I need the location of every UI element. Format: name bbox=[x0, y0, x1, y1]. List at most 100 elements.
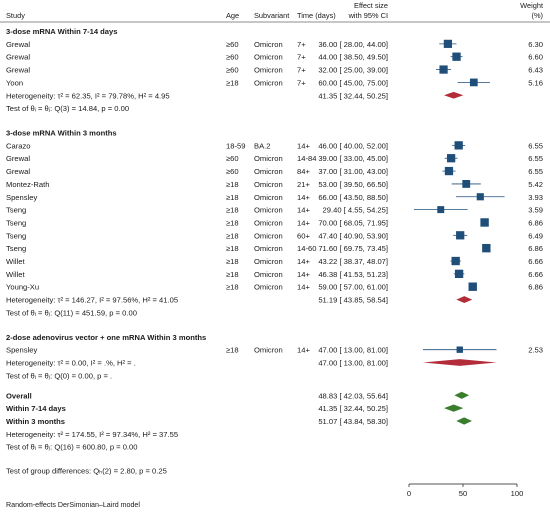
study-weight: 6.86 bbox=[528, 283, 543, 292]
study-name: Willet bbox=[6, 257, 25, 266]
study-age: ≥18 bbox=[226, 218, 239, 227]
study-age: ≥60 bbox=[226, 167, 239, 176]
group-pooled-diamond bbox=[456, 296, 473, 303]
study-name: Grewal bbox=[6, 154, 30, 163]
study-marker bbox=[437, 206, 445, 214]
group-test: Test of θᵢ = θⱼ: Q(0) = 0.00, p = . bbox=[6, 371, 112, 380]
study-age: ≥18 bbox=[226, 270, 239, 279]
study-marker bbox=[480, 218, 489, 227]
study-name: Montez-Rath bbox=[6, 180, 49, 189]
study-age: ≥18 bbox=[226, 231, 239, 240]
study-subvariant: Omicron bbox=[254, 180, 283, 189]
study-time: 14+ bbox=[297, 257, 310, 266]
study-weight: 6.30 bbox=[528, 40, 543, 49]
overall-heterogeneity: Heterogeneity: τ² = 174.55, I² = 97.34%,… bbox=[6, 430, 178, 439]
study-effect-ci: 71.60 [ 69.75, 73.45] bbox=[318, 244, 388, 253]
model-footnote: Random-effects DerSimonian–Laird model bbox=[6, 501, 140, 509]
study-marker bbox=[443, 39, 452, 48]
study-marker bbox=[462, 180, 471, 188]
study-weight: 6.66 bbox=[528, 270, 543, 279]
study-name: Tseng bbox=[6, 218, 26, 227]
study-subvariant: Omicron bbox=[254, 257, 283, 266]
study-subvariant: BA.2 bbox=[254, 141, 270, 150]
column-header-ci: with 95% CI bbox=[348, 11, 388, 20]
study-subvariant: Omicron bbox=[254, 167, 283, 176]
study-marker bbox=[456, 231, 465, 240]
column-header-subvariant: Subvariant bbox=[254, 11, 289, 20]
study-effect-ci: 44.00 [ 38.50, 49.50] bbox=[318, 53, 388, 62]
group-test: Test of θᵢ = θⱼ: Q(11) = 451.59, p = 0.0… bbox=[6, 308, 137, 317]
study-time: 14+ bbox=[297, 206, 310, 215]
study-effect-ci: 29.40 [ 4.55, 54.25] bbox=[323, 206, 388, 215]
study-effect-ci: 70.00 [ 68.05, 71.95] bbox=[318, 218, 388, 227]
study-subvariant: Omicron bbox=[254, 154, 283, 163]
study-effect-ci: 59.00 [ 57.00, 61.00] bbox=[318, 283, 388, 292]
study-time: 14+ bbox=[297, 218, 310, 227]
group-test: Test of θᵢ = θⱼ: Q(3) = 14.84, p = 0.00 bbox=[6, 104, 129, 113]
study-name: Grewal bbox=[6, 66, 30, 75]
study-weight: 6.60 bbox=[528, 53, 543, 62]
group-pooled-diamond bbox=[423, 359, 497, 366]
column-header-effect-size: Effect size bbox=[354, 1, 388, 10]
summary-ci: 41.35 [ 32.44, 50.25] bbox=[318, 404, 388, 413]
study-name: Carazo bbox=[6, 141, 30, 150]
study-weight: 6.55 bbox=[528, 141, 543, 150]
study-time: 84+ bbox=[297, 167, 310, 176]
study-marker bbox=[444, 166, 454, 176]
study-marker bbox=[452, 52, 461, 61]
study-age: ≥18 bbox=[226, 180, 239, 189]
study-effect-ci: 43.22 [ 38.37, 48.07] bbox=[318, 257, 388, 266]
study-age: ≥60 bbox=[226, 40, 239, 49]
study-time: 14+ bbox=[297, 193, 310, 202]
study-age: ≥18 bbox=[226, 193, 239, 202]
study-subvariant: Omicron bbox=[254, 218, 283, 227]
study-age: ≥18 bbox=[226, 206, 239, 215]
study-time: 60+ bbox=[297, 231, 310, 240]
study-subvariant: Omicron bbox=[254, 193, 283, 202]
study-effect-ci: 32.00 [ 25.00, 39.00] bbox=[318, 66, 388, 75]
study-name: Spensley bbox=[6, 346, 37, 355]
group-heterogeneity: Heterogeneity: τ² = 62.35, I² = 79.78%, … bbox=[6, 91, 170, 100]
group-title: 3-dose mRNA Within 7-14 days bbox=[6, 27, 117, 36]
study-weight: 3.93 bbox=[528, 193, 543, 202]
study-subvariant: Omicron bbox=[254, 346, 283, 355]
study-effect-ci: 47.00 [ 13.00, 81.00] bbox=[318, 346, 388, 355]
study-subvariant: Omicron bbox=[254, 66, 283, 75]
study-effect-ci: 53.00 [ 39.50, 66.50] bbox=[318, 180, 388, 189]
summary-diamond bbox=[454, 391, 470, 399]
study-time: 14+ bbox=[297, 346, 310, 355]
study-time: 7+ bbox=[297, 78, 306, 87]
study-age: ≥18 bbox=[226, 283, 239, 292]
study-marker bbox=[454, 141, 463, 150]
summary-ci: 48.83 [ 42.03, 55.64] bbox=[318, 391, 388, 400]
study-age: ≥18 bbox=[226, 346, 239, 355]
column-header-weight-unit: (%) bbox=[532, 11, 544, 20]
group-heterogeneity: Heterogeneity: τ² = 146.27, I² = 97.56%,… bbox=[6, 296, 178, 305]
study-weight: 6.66 bbox=[528, 257, 543, 266]
study-name: Willet bbox=[6, 270, 25, 279]
study-weight: 3.59 bbox=[528, 206, 543, 215]
study-effect-ci: 46.38 [ 41.53, 51.23] bbox=[318, 270, 388, 279]
study-marker bbox=[446, 154, 456, 163]
study-subvariant: Omicron bbox=[254, 270, 283, 279]
overall-test: Test of θᵢ = θⱼ: Q(16) = 600.80, p = 0.0… bbox=[6, 443, 138, 452]
study-name: Tseng bbox=[6, 244, 26, 253]
summary-label: Within 7-14 days bbox=[6, 404, 66, 413]
column-header-time: Time (days) bbox=[297, 11, 336, 20]
group-difference-test: Test of group differences: Qₕ(2) = 2.80,… bbox=[6, 466, 167, 475]
study-weight: 5.16 bbox=[528, 78, 543, 87]
study-marker bbox=[469, 78, 478, 87]
study-effect-ci: 47.40 [ 40.90, 53.90] bbox=[318, 231, 388, 240]
group-pooled-ci: 47.00 [ 13.00, 81.00] bbox=[318, 359, 388, 368]
study-time: 14+ bbox=[297, 270, 310, 279]
study-age: ≥18 bbox=[226, 257, 239, 266]
study-marker bbox=[468, 282, 477, 291]
study-name: Young-Xu bbox=[6, 283, 39, 292]
column-header-age: Age bbox=[226, 11, 239, 20]
study-subvariant: Omicron bbox=[254, 78, 283, 87]
study-time: 14-60 bbox=[297, 244, 316, 253]
study-age: 18-59 bbox=[226, 141, 245, 150]
study-weight: 6.55 bbox=[528, 154, 543, 163]
x-axis-tick-label: 100 bbox=[511, 489, 524, 498]
